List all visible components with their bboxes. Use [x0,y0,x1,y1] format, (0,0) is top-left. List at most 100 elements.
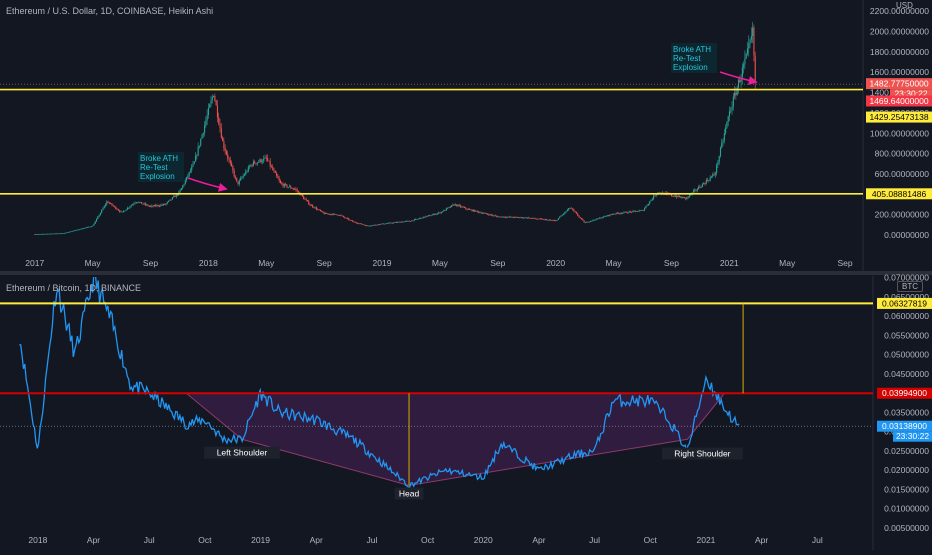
usd-candle-body [633,210,635,212]
usd-candle-body [241,177,243,179]
usd-support-level-badge: 405.08881486 [872,189,927,199]
usd-candle-body [108,202,110,204]
usd-candle-body [81,228,83,230]
usd-candle-body [735,92,737,95]
usd-candle-body [741,67,743,78]
usd-candle-body [156,205,158,207]
usd-candle-body [168,200,170,202]
usd-candle-body [330,214,332,215]
bottom-time-tick-label: Apr [310,535,323,545]
usd-candle-body [397,221,399,223]
usd-candle-body [183,184,185,186]
usd-candle-body [331,214,333,215]
usd-candle-body [326,213,328,214]
top-time-tick-label: 2021 [720,258,739,268]
usd-candle-body [49,233,51,235]
usd-candle-body [259,159,261,162]
usd-candle-body [709,177,711,181]
usd-candle-body [438,212,440,214]
usd-candle-body [593,219,595,221]
usd-candle-body [150,206,152,207]
usd-candle-body [207,107,210,116]
usd-candle-body [197,146,199,156]
usd-candle-body [723,133,725,141]
usd-candle-body [505,217,507,219]
usd-candle-body [628,211,630,213]
usd-candle-body [681,196,683,199]
usd-candle-body [694,189,696,191]
usd-candle-body [685,197,687,199]
usd-candle-body [345,217,347,219]
usd-candle-body [238,180,240,185]
usd-candle-body [638,210,640,212]
inverse-head-shoulders-pattern [184,392,726,486]
usd-candle-body [604,216,606,218]
usd-candle-body [550,219,552,221]
usd-candle-body [371,225,373,227]
usd-candle-body [362,224,364,226]
usd-candle-body [277,176,279,179]
usd-candle-body [716,164,718,174]
bottom-time-tick-label: Oct [644,535,658,545]
usd-candle-body [353,221,355,223]
usd-candle-body [753,27,755,56]
usd-candle-body [153,205,155,207]
usd-candle-body [393,222,395,224]
usd-candle-body [254,161,256,164]
bottom-price-tick-label: 0.06500000 [884,292,929,302]
usd-candle-body [431,214,433,216]
usd-candle-body [240,178,242,181]
usd-candle-body [615,212,617,214]
usd-candle-body [590,221,592,222]
top-time-tick-label: 2020 [546,258,565,268]
usd-candle-body [467,209,469,210]
usd-candle-body [746,48,749,54]
usd-candle-body [699,186,701,188]
usd-candle-body [641,210,643,211]
usd-candle-body [213,95,215,98]
usd-candle-body [346,217,348,219]
usd-candle-body [444,209,446,211]
usd-candle-body [732,96,734,107]
usd-candle-body [388,222,390,224]
head-label-bg [394,487,424,500]
usd-candle-body [246,171,248,173]
bottom-price-tick-label: 0.00500000 [884,523,929,533]
usd-candle-body [222,137,224,142]
usd-candle-body [65,232,67,234]
usd-candle-body [649,201,651,204]
usd-candle-body [479,212,481,214]
usd-candle-body [80,228,82,230]
usd-candle-body [40,233,42,235]
usd-candle-body [224,148,226,152]
usd-candle-body [611,214,613,216]
usd-candle-body [754,55,756,83]
usd-arrow-2020 [719,71,758,85]
usd-candle-body [147,204,149,206]
usd-candle-body [475,210,477,212]
usd-candle-body [543,219,545,221]
usd-candle-body [382,223,384,225]
usd-candle-body [713,174,715,176]
bottom-price-tick-label: 0.04500000 [884,369,929,379]
usd-candle-body [152,205,154,207]
usd-candle-body [602,216,604,218]
top-price-tick-label: 800.00000000 [875,149,930,159]
ethbtc-current-price-badge-bg [877,420,932,432]
usd-candle-body [568,208,570,210]
usd-candle-body [59,233,62,235]
usd-candle-body [418,218,420,220]
usd-candle-body [412,220,414,222]
usd-candle-body [695,189,697,191]
usd-candle-body [454,204,457,206]
bottom-price-tick-label: 0.02000000 [884,465,929,475]
usd-candle-body [358,223,360,225]
usd-candle-body [553,220,556,222]
top-price-tick-label: 0.00000000 [884,230,929,240]
usd-candle-body [216,105,219,118]
usd-candle-body [471,209,473,212]
usd-candle-body [494,215,496,217]
usd-annotation-2017-line: Broke ATH [140,154,178,163]
usd-candle-body [389,222,391,224]
usd-candle-body [169,199,171,201]
